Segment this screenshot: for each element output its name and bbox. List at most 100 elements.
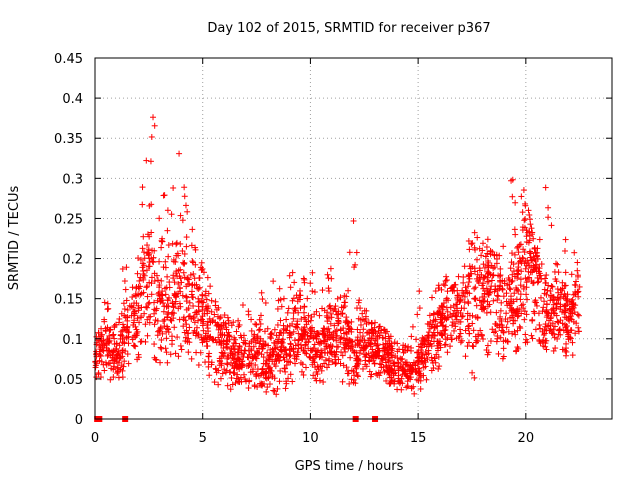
data-point <box>316 312 323 319</box>
data-point <box>505 328 512 335</box>
data-point <box>208 308 215 315</box>
data-point <box>282 326 289 333</box>
data-point <box>359 365 366 372</box>
data-point <box>491 264 498 271</box>
data-point <box>428 334 435 341</box>
data-point <box>571 309 578 316</box>
data-point <box>516 258 523 265</box>
data-point <box>274 353 281 360</box>
data-point <box>342 348 349 355</box>
data-point <box>455 309 462 316</box>
data-point <box>277 317 284 324</box>
data-point <box>513 307 520 314</box>
data-point <box>213 306 220 313</box>
data-point <box>186 280 193 287</box>
data-point <box>419 344 426 351</box>
data-point <box>409 369 416 376</box>
data-point <box>328 275 335 282</box>
data-point <box>103 361 110 368</box>
y-tick-label: 0.05 <box>54 373 83 388</box>
data-point <box>118 310 125 317</box>
data-point <box>550 347 557 354</box>
data-point <box>466 246 473 253</box>
data-point <box>149 258 156 265</box>
data-point <box>333 311 340 318</box>
data-point <box>121 340 128 347</box>
data-point <box>280 295 287 302</box>
data-point <box>527 254 534 261</box>
data-point <box>542 279 549 286</box>
data-point <box>311 359 318 366</box>
data-point <box>318 347 325 354</box>
data-point <box>287 284 294 291</box>
data-point <box>340 304 347 311</box>
data-point <box>141 310 148 317</box>
data-point <box>177 275 184 282</box>
data-point <box>429 359 436 366</box>
data-point <box>119 265 126 272</box>
data-point <box>235 323 242 330</box>
data-point <box>277 367 284 374</box>
data-point <box>250 366 257 373</box>
data-point <box>276 357 283 364</box>
data-point <box>231 364 238 371</box>
data-point <box>540 304 547 311</box>
data-point <box>324 336 331 343</box>
data-point <box>519 209 526 216</box>
data-point <box>272 340 279 347</box>
data-point <box>215 381 222 388</box>
data-point <box>327 310 334 317</box>
data-point <box>494 335 501 342</box>
data-point <box>571 249 578 256</box>
data-point <box>543 272 550 279</box>
data-point <box>424 356 431 363</box>
data-point <box>484 351 491 358</box>
data-point <box>292 305 299 312</box>
data-point <box>514 268 521 275</box>
data-point <box>264 360 271 367</box>
data-point <box>225 329 232 336</box>
data-point <box>444 308 451 315</box>
data-point <box>307 327 314 334</box>
data-point <box>189 294 196 301</box>
data-point <box>575 288 582 295</box>
data-point <box>368 330 375 337</box>
data-point <box>156 258 163 265</box>
data-point <box>516 241 523 248</box>
data-point <box>417 374 424 381</box>
data-point <box>214 321 221 328</box>
data-point <box>494 297 501 304</box>
data-point <box>453 316 460 323</box>
data-point <box>380 334 387 341</box>
data-point <box>528 231 535 238</box>
data-point <box>309 269 316 276</box>
data-point <box>540 337 547 344</box>
data-point <box>533 261 540 268</box>
data-point <box>248 316 255 323</box>
data-point <box>483 309 490 316</box>
data-point <box>546 317 553 324</box>
data-point <box>290 295 297 302</box>
data-point <box>111 335 118 342</box>
data-point <box>354 373 361 380</box>
data-point <box>307 333 314 340</box>
data-point <box>264 325 271 332</box>
data-point <box>417 385 424 392</box>
data-point <box>115 367 122 374</box>
data-point <box>266 381 273 388</box>
data-point <box>511 251 518 258</box>
data-point <box>353 249 360 256</box>
data-point <box>549 297 556 304</box>
data-point <box>195 362 202 369</box>
data-point <box>177 212 184 219</box>
data-point <box>302 349 309 356</box>
data-point <box>349 338 356 345</box>
data-point <box>498 299 505 306</box>
data-point <box>224 382 231 389</box>
data-point <box>483 285 490 292</box>
data-point <box>178 346 185 353</box>
data-point <box>410 359 417 366</box>
data-point <box>140 262 147 269</box>
data-point <box>170 256 177 263</box>
data-point <box>184 208 191 215</box>
